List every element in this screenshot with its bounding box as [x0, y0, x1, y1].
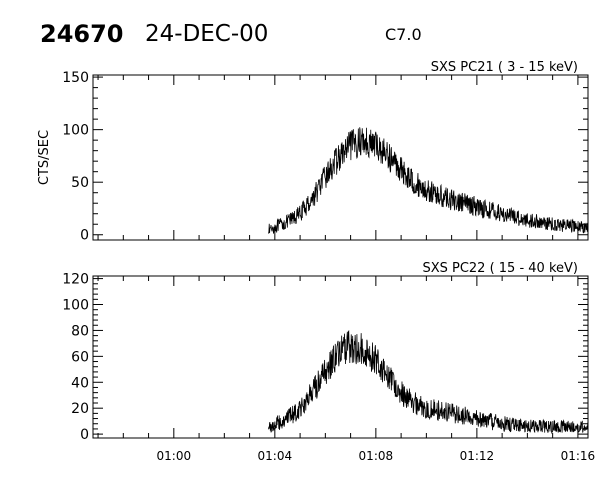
y-tick-label: 100 [62, 298, 89, 314]
y-tick-label: 50 [71, 175, 89, 191]
panel-pc22: 01:00 01:04 01:08 01:12 01:16 0 20 40 60 80 100 120… [62, 261, 595, 463]
plot-frame [92, 275, 589, 439]
panel-pc21: 0 50 100 150 SXS PC21 ( 3 - 15 keV) CTS/SEC [37, 60, 589, 244]
x-tick-label: 01:16 [561, 449, 596, 463]
y-tick-label: 40 [71, 375, 89, 391]
y-tick-label: 0 [80, 427, 89, 443]
x-tick-label: 01:00 [157, 449, 192, 463]
event-id: 24670 [40, 20, 124, 48]
y-tick-label: 100 [62, 123, 89, 139]
panel-title: SXS PC22 ( 15 - 40 keV) [422, 261, 578, 276]
y-axis-label: CTS/SEC [37, 130, 52, 185]
series-line [268, 127, 589, 234]
y-tick-label: 120 [62, 272, 89, 288]
panel-title: SXS PC21 ( 3 - 15 keV) [431, 60, 578, 75]
x-tick-label: 01:08 [359, 449, 394, 463]
event-date: 24-DEC-00 [145, 21, 268, 47]
plot-frame [92, 74, 589, 241]
y-tick-label: 60 [71, 349, 89, 365]
x-tick-label: 01:04 [258, 449, 293, 463]
x-tick-label: 01:12 [460, 449, 495, 463]
y-tick-label: 0 [80, 228, 89, 244]
flare-class: C7.0 [385, 25, 422, 44]
y-tick-label: 150 [62, 70, 89, 86]
series-line [268, 329, 589, 435]
y-tick-label: 80 [71, 323, 89, 339]
y-tick-label: 20 [71, 401, 89, 417]
